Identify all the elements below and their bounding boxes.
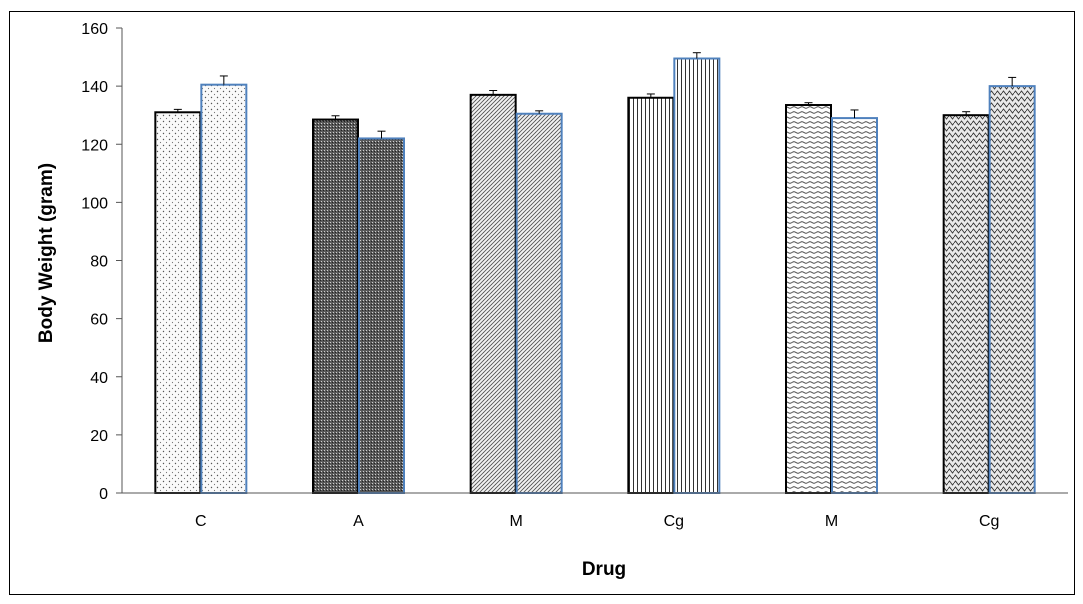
bar-2-1: [200, 83, 248, 494]
x-axis-label: Drug: [582, 559, 626, 580]
y-tick-label: 100: [81, 195, 108, 212]
bar-2-5: [831, 117, 878, 494]
y-tick-label: 120: [81, 137, 108, 154]
y-tick-label: 160: [81, 21, 108, 38]
y-tick-label: 140: [81, 79, 108, 96]
y-tick-label: 20: [90, 428, 108, 445]
y-tick-label: 80: [90, 254, 108, 271]
bar-1-6: [942, 114, 990, 494]
chart-frame: [9, 11, 1075, 595]
bar-1-4: [627, 96, 675, 494]
bar-2-2: [358, 137, 405, 494]
bar-1-5: [785, 104, 832, 494]
bar-2-6: [988, 85, 1036, 494]
x-tick-label: M: [510, 513, 523, 530]
y-tick-label: 0: [99, 486, 108, 503]
bar-1-1: [154, 111, 202, 494]
bar-1-2: [312, 118, 359, 494]
x-tick-label: C: [195, 513, 207, 530]
y-tick-label: 60: [90, 312, 108, 329]
x-tick-label: Cg: [979, 513, 999, 530]
bar-1-3: [469, 93, 517, 494]
bar-2-3: [515, 112, 563, 494]
x-tick-label: A: [353, 513, 364, 530]
y-tick-label: 40: [90, 370, 108, 387]
bar-2-4: [673, 57, 721, 494]
x-tick-label: M: [825, 513, 838, 530]
x-tick-label: Cg: [664, 513, 684, 530]
y-axis-label: Body Weight (gram): [36, 163, 57, 343]
